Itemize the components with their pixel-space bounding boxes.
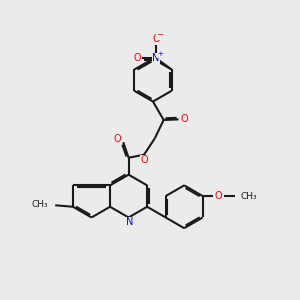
Text: CH₃: CH₃ [32, 200, 48, 209]
Text: N: N [126, 217, 134, 227]
Text: N: N [152, 53, 160, 63]
Text: O: O [181, 114, 188, 124]
Text: +: + [157, 51, 163, 57]
Text: CH₃: CH₃ [241, 192, 257, 201]
Text: O: O [113, 134, 121, 144]
Text: −: − [156, 31, 164, 40]
Text: O: O [215, 191, 222, 201]
Text: O: O [133, 53, 141, 63]
Text: O: O [152, 34, 160, 44]
Text: O: O [141, 155, 148, 165]
